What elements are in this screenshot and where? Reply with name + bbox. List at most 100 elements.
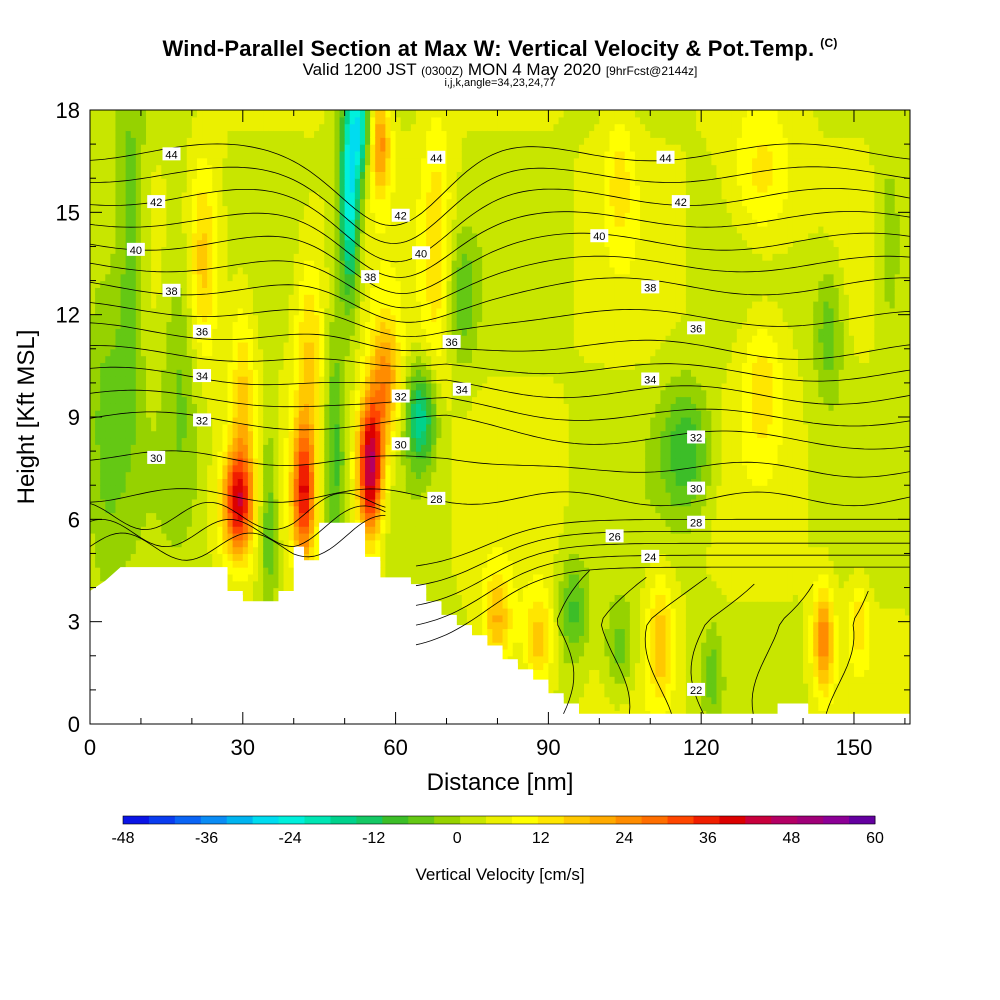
- w-cell: [303, 417, 310, 425]
- w-cell: [329, 307, 336, 316]
- w-cell: [380, 110, 387, 118]
- w-cell: [365, 198, 371, 207]
- w-cell: [135, 423, 142, 432]
- w-cell: [354, 417, 361, 425]
- w-cell: [202, 307, 208, 316]
- w-cell: [426, 123, 432, 132]
- w-cell: [217, 348, 224, 357]
- w-cell: [242, 157, 249, 166]
- w-cell: [309, 178, 315, 186]
- w-cell: [303, 110, 310, 111]
- w-cell: [247, 369, 254, 377]
- w-cell: [334, 294, 341, 302]
- w-cell: [441, 205, 448, 213]
- w-cell: [176, 492, 183, 500]
- w-cell: [349, 301, 356, 309]
- w-cell: [242, 253, 249, 261]
- w-cell: [400, 198, 407, 207]
- w-cell: [135, 553, 142, 561]
- w-cell: [283, 198, 290, 207]
- w-cell: [370, 382, 376, 391]
- w-cell: [415, 130, 422, 138]
- w-cell: [354, 130, 361, 138]
- w-cell: [202, 532, 208, 541]
- w-cell: [298, 335, 305, 343]
- w-cell: [151, 219, 157, 227]
- w-cell: [354, 321, 361, 329]
- w-cell: [380, 546, 387, 555]
- w-cell: [95, 335, 101, 343]
- w-cell: [334, 321, 341, 329]
- w-cell: [237, 478, 244, 486]
- w-cell: [390, 526, 397, 534]
- w-cell: [120, 471, 127, 479]
- w-cell: [380, 417, 387, 425]
- w-cell: [431, 171, 437, 179]
- w-cell: [426, 437, 432, 445]
- w-cell: [456, 580, 463, 589]
- w-cell: [258, 321, 264, 329]
- w-cell: [166, 123, 173, 132]
- w-cell: [334, 307, 341, 316]
- w-cell: [273, 355, 280, 364]
- w-cell: [349, 164, 356, 172]
- w-cell: [426, 444, 432, 452]
- w-cell: [120, 287, 127, 295]
- w-cell: [349, 382, 356, 391]
- w-cell: [283, 362, 290, 370]
- w-cell: [151, 314, 157, 323]
- w-cell: [365, 191, 371, 200]
- w-cell: [339, 369, 346, 377]
- w-cell: [359, 137, 366, 145]
- w-cell: [110, 457, 117, 466]
- w-cell: [446, 246, 453, 254]
- w-cell: [405, 471, 412, 479]
- w-cell: [390, 355, 397, 364]
- w-cell: [319, 225, 325, 234]
- w-cell: [426, 164, 432, 172]
- w-cell: [196, 492, 203, 500]
- w-cell: [258, 451, 264, 459]
- w-cell: [441, 144, 448, 152]
- w-cell: [237, 157, 244, 166]
- w-cell: [268, 164, 274, 172]
- w-cell: [344, 410, 351, 418]
- w-cell: [309, 225, 315, 234]
- w-cell: [222, 451, 229, 459]
- w-cell: [161, 526, 167, 534]
- w-cell: [319, 178, 325, 186]
- w-cell: [319, 485, 325, 493]
- w-cell: [186, 457, 193, 466]
- w-cell: [339, 116, 346, 125]
- w-cell: [181, 321, 188, 329]
- w-cell: [400, 519, 407, 527]
- w-cell: [105, 123, 111, 132]
- w-cell: [115, 471, 122, 479]
- w-cell: [380, 198, 387, 207]
- w-cell: [232, 423, 239, 432]
- w-cell: [273, 403, 280, 411]
- w-cell: [217, 560, 224, 568]
- w-cell: [166, 526, 173, 534]
- w-cell: [405, 560, 412, 568]
- w-cell: [222, 376, 229, 384]
- w-cell: [258, 546, 264, 555]
- w-cell: [314, 348, 320, 357]
- w-cell: [334, 314, 341, 323]
- w-cell: [319, 471, 325, 479]
- w-cell: [171, 110, 178, 118]
- w-cell: [95, 130, 101, 138]
- w-cell: [273, 287, 280, 295]
- w-cell: [339, 328, 346, 336]
- w-cell: [314, 239, 320, 248]
- w-cell: [314, 266, 320, 275]
- w-cell: [324, 157, 330, 166]
- w-cell: [319, 239, 325, 248]
- w-cell: [268, 451, 274, 459]
- w-cell: [176, 526, 183, 534]
- w-cell: [237, 294, 244, 302]
- w-cell: [370, 519, 376, 527]
- w-cell: [191, 498, 198, 507]
- w-cell: [125, 260, 132, 268]
- w-cell: [186, 157, 193, 166]
